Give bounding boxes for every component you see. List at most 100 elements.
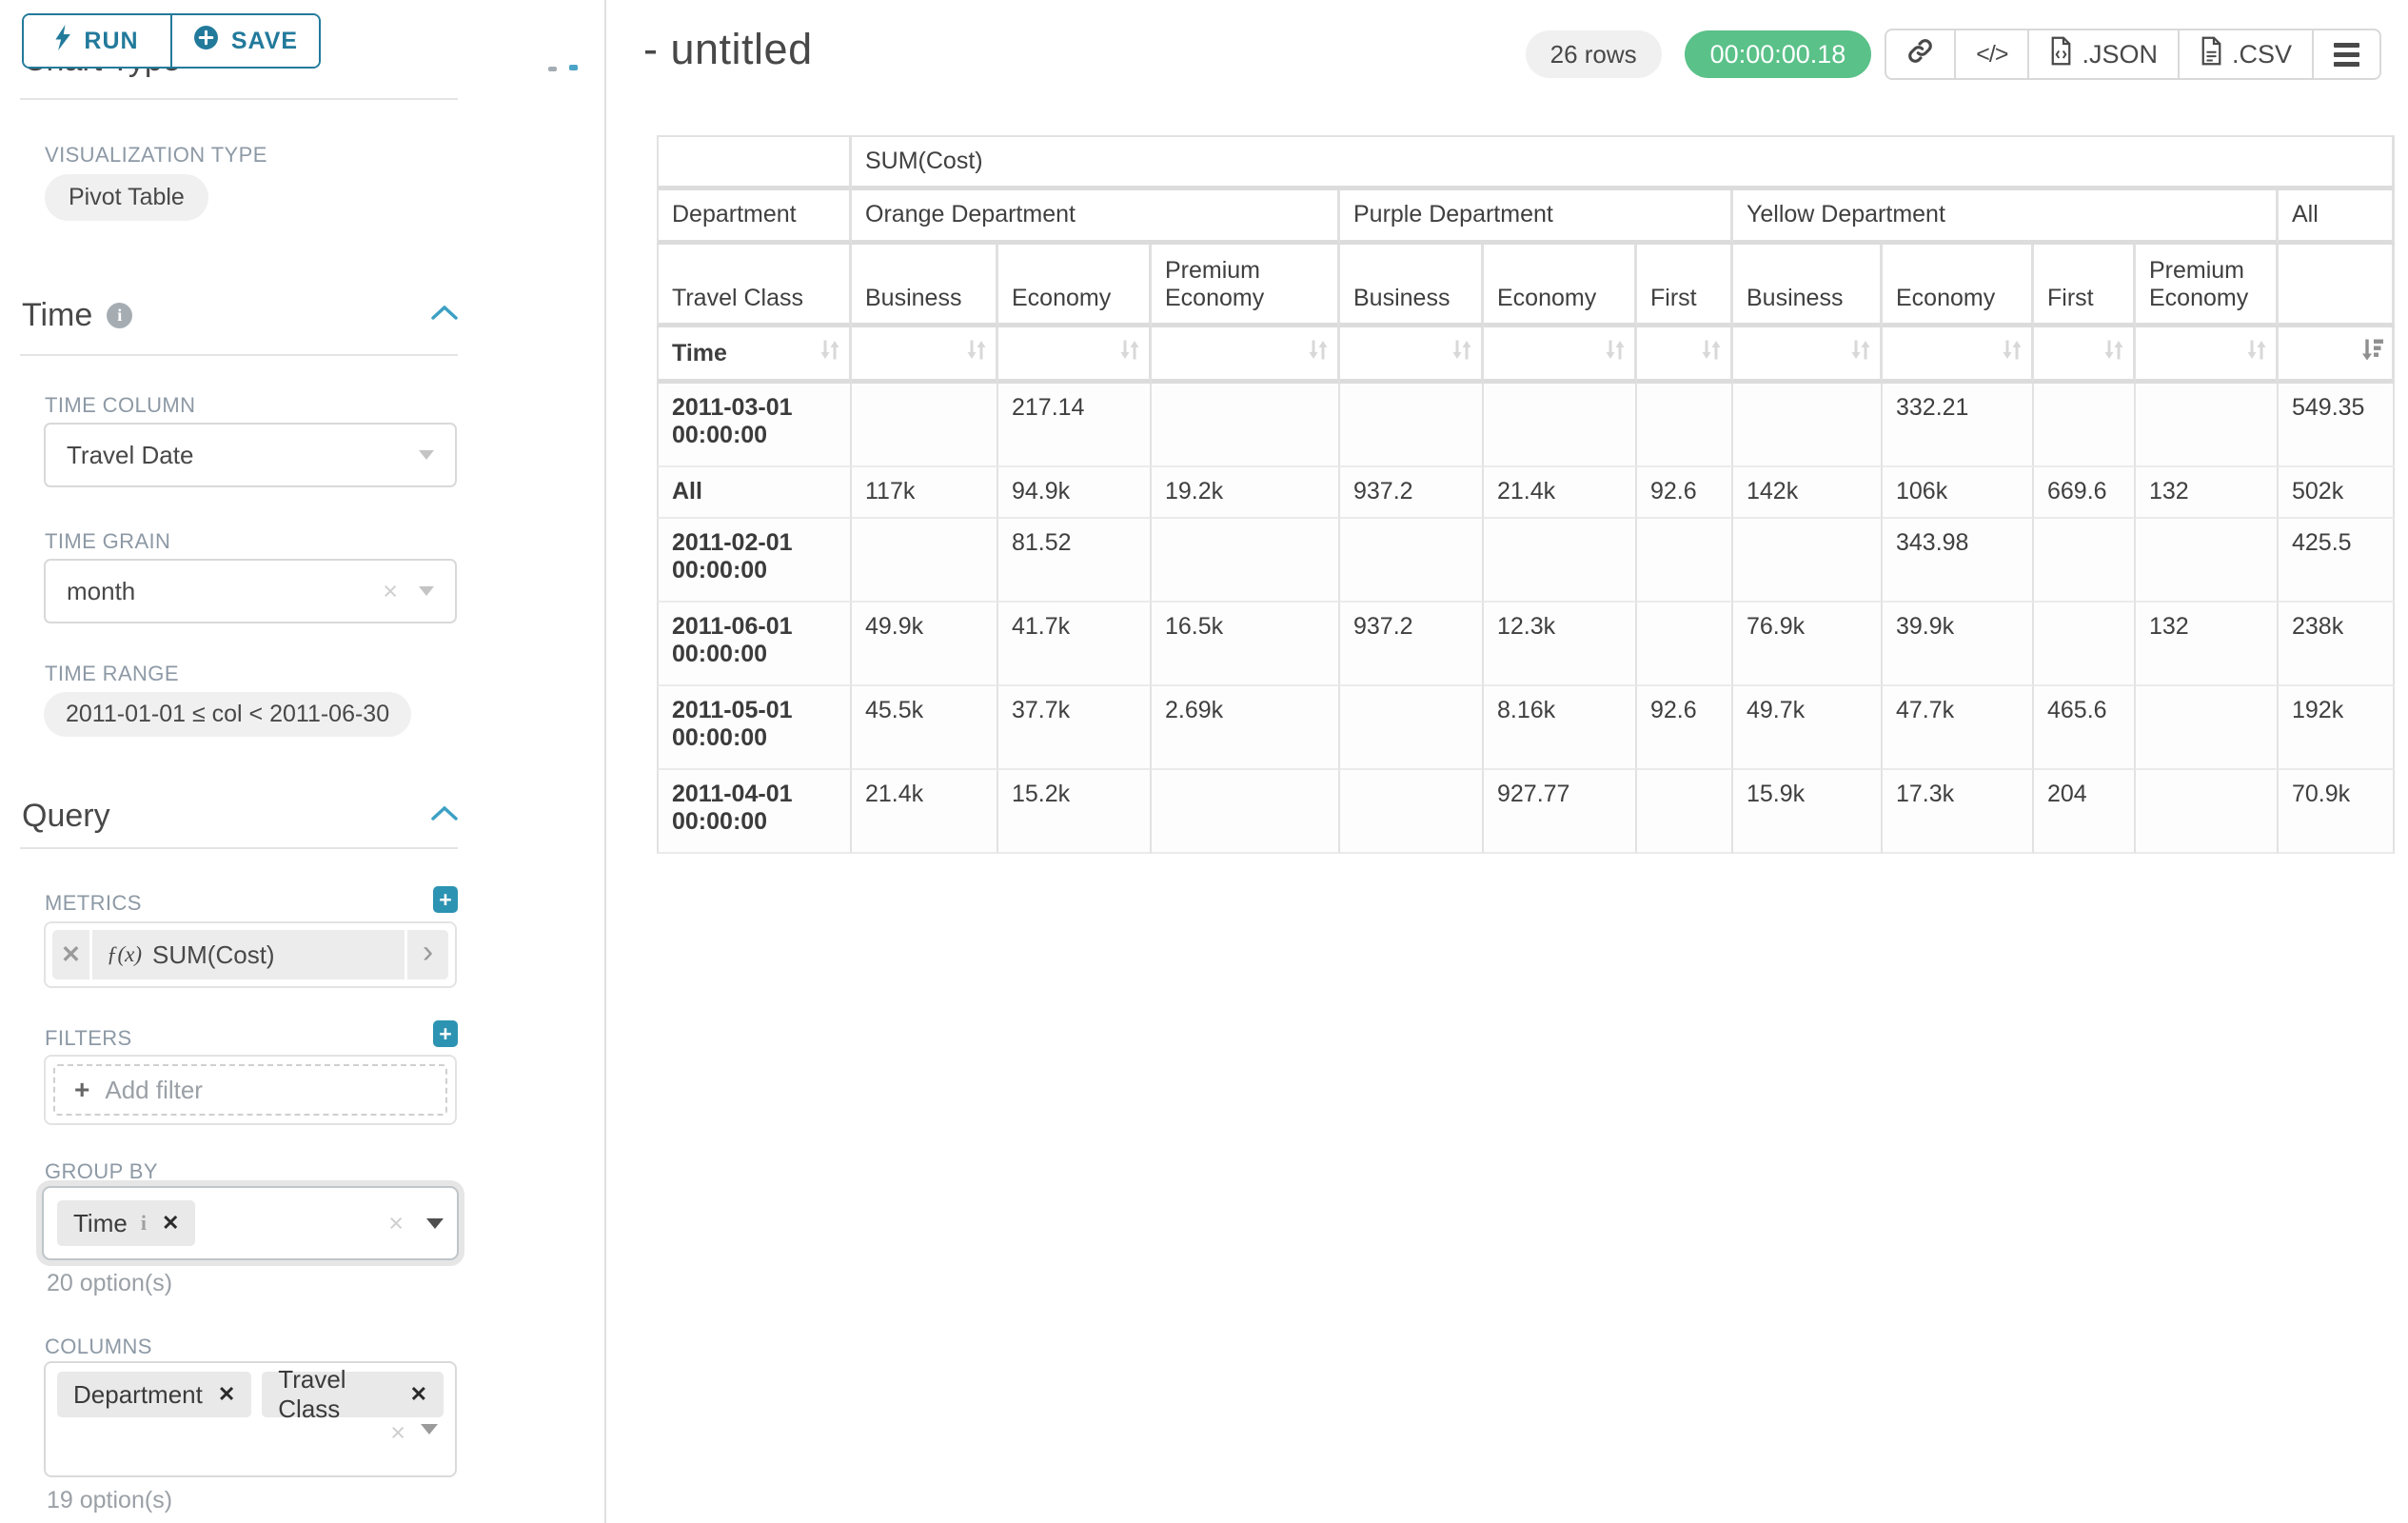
info-icon[interactable]: i [107,303,133,328]
sort-column[interactable] [1637,327,1733,384]
sort-icon[interactable] [2102,336,2125,371]
time-section-header: Time i [22,297,133,334]
tag-label: Travel Class [278,1365,346,1423]
collapse-query-section-chevron-up-icon[interactable] [430,805,459,826]
table-row[interactable]: 2011-06-01 00:00:00 49.9k 41.7k 16.5k 93… [657,603,2396,686]
columns-select[interactable]: Department ✕ Travel Class ✕ × [44,1361,457,1477]
add-filter-button[interactable]: + [433,1020,458,1047]
row-label: 2011-05-01 00:00:00 [657,686,852,770]
save-button[interactable]: SAVE [170,15,319,67]
cell [1733,384,1883,467]
sort-header-label: Time [672,339,727,366]
col-group-yellow: Yellow Department [1733,190,2279,245]
row-label: 2011-03-01 00:00:00 [657,384,852,467]
sort-icon[interactable] [1849,336,1872,371]
sort-icon[interactable] [2245,336,2268,371]
export-json-button[interactable]: .JSON [2027,30,2178,78]
cell [2034,603,2136,686]
chart-header-controls: 26 rows 00:00:00.18 </> [1525,29,2381,80]
more-options-menu-button[interactable] [2312,30,2379,78]
time-grain-select[interactable]: month × [44,559,457,623]
clear-icon[interactable]: × [388,1208,404,1237]
sort-column[interactable] [1340,327,1484,384]
time-column-label: TIME COLUMN [45,393,196,417]
sort-column[interactable] [852,327,998,384]
time-column-value: Travel Date [67,440,194,469]
remove-tag-icon[interactable]: ✕ [409,1382,427,1406]
sort-icon[interactable] [1700,336,1723,371]
sort-column[interactable] [1733,327,1883,384]
sort-row: Time [657,327,2396,384]
visualization-type-label: VISUALIZATION TYPE [45,143,267,167]
sort-column[interactable] [2136,327,2279,384]
cell: 132 [2136,603,2279,686]
cell: 12.3k [1484,603,1637,686]
columns-tag-travel-class[interactable]: Travel Class ✕ [262,1365,444,1423]
cell: 92.6 [1637,686,1733,770]
chevron-right-icon[interactable]: › [405,930,448,979]
time-range-pill[interactable]: 2011-01-01 ≤ col < 2011-06-30 [44,692,412,737]
sort-column[interactable] [1152,327,1340,384]
sort-icon[interactable] [1307,336,1330,371]
sort-column[interactable] [1484,327,1637,384]
cell: 21.4k [852,770,998,854]
cell [1340,686,1484,770]
export-csv-label: .CSV [2231,39,2292,69]
filters-label: FILTERS [45,1026,132,1050]
metric-chip[interactable]: ✕ ƒ(x) SUM(Cost) › [52,930,448,979]
embed-code-button[interactable]: </> [1954,30,2027,78]
visualization-type-pill[interactable]: Pivot Table [45,174,208,221]
sort-column-all-active[interactable] [2279,327,2396,384]
add-filter-dropzone[interactable]: + Add filter [53,1064,447,1116]
sort-column[interactable] [1883,327,2034,384]
sort-icon[interactable] [1451,336,1473,371]
remove-tag-icon[interactable]: ✕ [217,1382,236,1406]
col-group-all: All [2279,190,2396,245]
cell [1484,384,1637,467]
clear-icon[interactable]: × [390,1418,405,1447]
sort-column[interactable] [2034,327,2136,384]
cell [852,519,998,603]
copy-link-button[interactable] [1886,30,1954,78]
cell: 92.6 [1637,467,1733,519]
sort-icon[interactable] [819,336,841,371]
table-row[interactable]: 2011-05-01 00:00:00 45.5k 37.7k 2.69k 8.… [657,686,2396,770]
scrolled-info-icon [548,67,557,71]
table-row[interactable]: 2011-04-01 00:00:00 21.4k 15.2k 927.77 1… [657,770,2396,854]
cell: 21.4k [1484,467,1637,519]
department-header-row: Department Orange Department Purple Depa… [657,190,2396,245]
group-by-label: GROUP BY [45,1159,158,1183]
pivot-table: SUM(Cost) Department Orange Department P… [657,135,2396,854]
table-row-totals[interactable]: All 117k 94.9k 19.2k 937.2 21.4k 92.6 14… [657,467,2396,519]
run-button[interactable]: RUN [24,15,170,67]
sort-column[interactable] [998,327,1152,384]
remove-tag-icon[interactable]: ✕ [161,1211,180,1235]
remove-metric-icon[interactable]: ✕ [52,930,92,979]
group-by-tag-time[interactable]: Time i ✕ [57,1200,196,1246]
query-section-title: Query [22,798,110,834]
add-metric-button[interactable]: + [433,886,458,913]
sort-header-time[interactable]: Time [657,327,852,384]
save-button-label: SAVE [230,27,299,54]
group-by-select[interactable]: Time i ✕ × [42,1186,459,1260]
chart-title[interactable]: - untitled [643,25,813,73]
sort-icon[interactable] [965,336,988,371]
export-csv-button[interactable]: .CSV [2177,30,2312,78]
clear-icon[interactable]: × [383,576,398,605]
corner-cell [657,135,852,190]
sort-icon[interactable] [2001,336,2023,371]
table-row[interactable]: 2011-03-01 00:00:00 217.14 332.21 549.35 [657,384,2396,467]
cell [852,384,998,467]
cell: 937.2 [1340,603,1484,686]
sort-descending-icon[interactable] [2360,336,2384,371]
sort-icon[interactable] [1604,336,1627,371]
table-row[interactable]: 2011-02-01 00:00:00 81.52 343.98 425.5 [657,519,2396,603]
info-icon[interactable]: i [140,1211,147,1235]
sub-header: First [2034,245,2136,327]
sort-icon[interactable] [1118,336,1141,371]
time-column-select[interactable]: Travel Date [44,423,457,487]
collapse-time-section-chevron-up-icon[interactable] [430,305,459,326]
csv-file-icon [2200,36,2223,72]
cell [1152,770,1340,854]
columns-tag-department[interactable]: Department ✕ [57,1372,252,1417]
